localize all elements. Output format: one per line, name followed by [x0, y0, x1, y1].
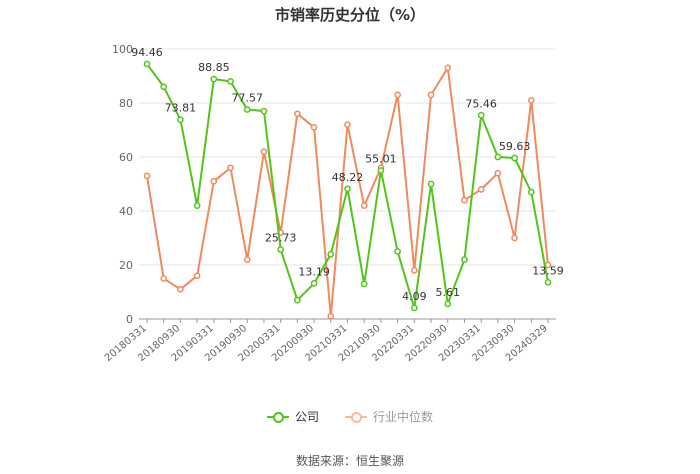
data-label: 88.85: [198, 61, 230, 74]
data-label: 59.63: [499, 140, 531, 153]
data-point: [444, 64, 452, 72]
data-labels: 94.46 73.81 88.85 77.57 25.73 13.19 48.2255.01…: [131, 46, 564, 303]
data-point: [243, 106, 251, 113]
data-point: [377, 167, 385, 174]
data-label: 75.46: [465, 97, 497, 110]
data-label: 48.22: [332, 171, 364, 184]
data-point: [394, 248, 401, 255]
data-point: [461, 256, 468, 263]
data-point: [327, 250, 335, 258]
data-point: [177, 116, 184, 124]
series-layer: [143, 60, 552, 320]
data-point: [427, 180, 435, 188]
data-point: [344, 121, 351, 128]
data-label: 13.59: [532, 264, 564, 277]
data-point: [277, 246, 285, 253]
data-point: [494, 169, 502, 177]
y-tick-label: 0: [126, 313, 133, 326]
chart-title: 市销率历史分位（%）: [274, 6, 426, 24]
data-point: [344, 185, 351, 193]
data-point: [193, 202, 201, 209]
data-point: [410, 267, 418, 274]
data-point: [461, 196, 468, 204]
data-point: [260, 148, 268, 155]
legend-item-company[interactable]: 公司: [266, 408, 319, 425]
data-point: [294, 296, 301, 304]
legend-label-company: 公司: [294, 410, 319, 424]
legend-swatch-company: [266, 411, 289, 423]
data-point: [193, 272, 201, 280]
x-axis: 2018033120180930201903312019093020200331…: [103, 318, 556, 364]
data-point: [544, 278, 552, 286]
data-label: 94.46: [131, 46, 163, 59]
data-point: [210, 75, 218, 83]
legend: 公司 行业中位数: [0, 408, 700, 425]
data-point: [394, 91, 401, 99]
data-point: [227, 78, 234, 85]
y-axis: 0 20 40 60 80 100: [112, 43, 133, 326]
data-point: [160, 83, 168, 91]
data-label: 77.57: [232, 92, 264, 105]
data-point: [143, 172, 151, 180]
grid-lines: [139, 48, 556, 320]
data-point: [177, 285, 184, 293]
data-point: [410, 304, 418, 312]
data-point: [227, 164, 234, 172]
data-label: 5.61: [436, 286, 461, 299]
data-point: [310, 280, 318, 287]
data-point: [477, 111, 485, 119]
y-tick-label: 60: [119, 151, 133, 164]
data-point: [427, 91, 435, 99]
data-point: [511, 234, 518, 242]
y-tick-label: 20: [119, 259, 133, 272]
legend-swatch-industry-median: [345, 411, 367, 423]
data-label: 4.09: [402, 290, 427, 303]
data-point: [143, 60, 151, 68]
data-point: [527, 188, 535, 196]
data-label: 25.73: [265, 232, 297, 245]
data-point: [477, 186, 485, 193]
y-tick-label: 80: [119, 97, 133, 110]
data-point: [210, 177, 218, 185]
data-point: [511, 154, 518, 162]
legend-item-industry-median[interactable]: 行业中位数: [345, 408, 433, 425]
data-label: 55.01: [365, 152, 397, 165]
data-point: [444, 300, 452, 308]
data-point: [160, 275, 168, 282]
data-point: [260, 107, 268, 115]
data-point: [494, 153, 502, 161]
y-tick-label: 100: [112, 43, 133, 56]
data-point: [360, 280, 368, 288]
y-tick-label: 40: [119, 205, 133, 218]
data-point: [294, 110, 301, 118]
data-label: 13.19: [298, 265, 330, 278]
data-point: [527, 96, 535, 104]
data-label: 73.81: [165, 102, 197, 115]
data-point: [327, 312, 335, 320]
data-point: [360, 202, 368, 209]
data-source: 数据来源：恒生聚源: [295, 454, 404, 468]
legend-label-industry-median: 行业中位数: [373, 410, 434, 424]
data-point: [243, 256, 251, 263]
data-point: [310, 123, 318, 131]
